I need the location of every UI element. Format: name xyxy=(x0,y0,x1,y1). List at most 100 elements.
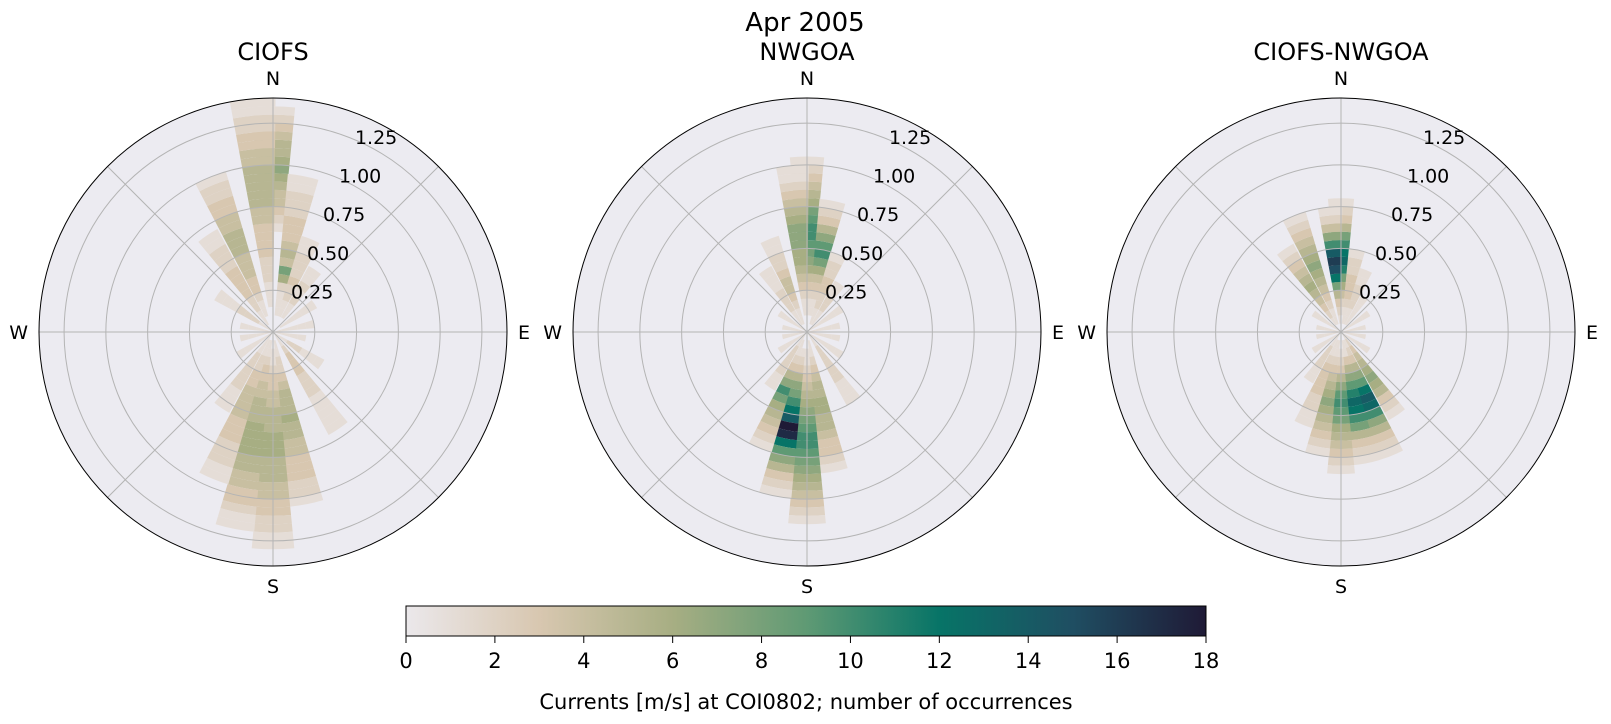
rose-bar-segment xyxy=(1317,369,1330,381)
rose-bar-segment xyxy=(1344,338,1352,347)
rose-bar-segment xyxy=(785,396,801,407)
rose-bar-segment xyxy=(1357,267,1372,281)
rose-bar-segment xyxy=(1357,333,1366,340)
rose-bar-segment xyxy=(1352,452,1380,466)
colorbar-tick-label: 6 xyxy=(666,649,679,673)
rose-bar-segment xyxy=(1309,428,1332,441)
rose-bar-segment xyxy=(814,299,823,310)
rose-bar-segment xyxy=(828,251,846,266)
rose-bar-segment xyxy=(807,332,816,335)
rose-bar-segment xyxy=(1311,310,1322,321)
rose-bar-segment xyxy=(792,321,801,329)
radial-tick-label: 0.50 xyxy=(841,243,883,265)
rose-bar-segment xyxy=(795,346,803,357)
rose-bar-segment xyxy=(752,428,777,445)
panel-title-ciofs: CIOFS xyxy=(237,38,308,66)
rose-bar-segment xyxy=(214,396,234,413)
rose-bar-segment xyxy=(1302,398,1320,413)
rose-bar-segment xyxy=(220,500,257,516)
direction-label-w: W xyxy=(9,322,28,344)
rose-bar-segment xyxy=(1334,298,1342,308)
rose-bar-segment xyxy=(1352,369,1365,381)
rose-bar-segment xyxy=(785,351,796,362)
rose-bar-segment xyxy=(1357,383,1372,397)
rose-bar-segment xyxy=(1369,420,1392,437)
rose-bar-segment xyxy=(780,189,809,201)
rose-bar-segment xyxy=(221,294,235,309)
rose-bar-segment xyxy=(1307,436,1331,449)
rose-bar-segment xyxy=(297,334,307,342)
rose-bar-segment xyxy=(1333,339,1339,349)
rose-bar-segment xyxy=(799,315,805,325)
rose-bar-segment xyxy=(1346,265,1361,276)
rose-bar-segment xyxy=(819,460,848,474)
rose-bar-segment xyxy=(1325,354,1334,365)
rose-bar-segment xyxy=(811,380,824,391)
rose-bar-segment xyxy=(787,291,798,303)
rose-bar-segment xyxy=(241,428,264,441)
angular-grid-line xyxy=(641,166,808,333)
colorbar: Currents [m/s] at COI0802; number of occ… xyxy=(399,605,1219,714)
rose-bar-segment xyxy=(1355,376,1369,389)
rose-bar-segment xyxy=(203,187,233,207)
rose-bar-segment xyxy=(251,302,262,313)
rose-bar-segment xyxy=(239,334,249,342)
rose-bar-segment xyxy=(816,223,839,236)
rose-bar-segment xyxy=(1372,383,1389,399)
rose-bar-segment xyxy=(779,181,809,193)
rose-bar-segment xyxy=(234,452,262,466)
rose-bar-segment xyxy=(230,273,246,287)
rose-bar-segment xyxy=(304,265,321,281)
rose-bar-segment xyxy=(1319,302,1330,313)
rose-bar-segment xyxy=(798,332,807,335)
rose-bar-segment xyxy=(258,321,267,329)
radial-tick-label: 1.00 xyxy=(873,166,915,188)
rose-bar-segment xyxy=(1359,391,1376,405)
rose-bar-segment xyxy=(787,361,798,373)
rose-bar-segment xyxy=(815,420,836,432)
rose-bar-segment xyxy=(792,335,801,343)
rose-bar-segment xyxy=(778,420,799,432)
radial-tick-label: 1.00 xyxy=(1407,166,1449,188)
rose-bar-segment xyxy=(1380,396,1400,413)
rose-bar-segment xyxy=(230,377,246,391)
rose-bar-segment xyxy=(779,275,793,288)
angular-grid-line xyxy=(1340,331,1507,498)
rose-bar-segment xyxy=(292,343,303,354)
rose-bar-segment xyxy=(262,317,270,326)
rose-bar-segment xyxy=(239,148,276,160)
rose-bar-segment xyxy=(282,428,305,441)
radial-tick-label: 1.00 xyxy=(339,166,381,188)
rose-bar-segment xyxy=(791,299,800,310)
rose-bar-segment xyxy=(1319,351,1330,362)
rose-bar-segment xyxy=(768,452,796,466)
rose-bar-segment xyxy=(1344,282,1356,292)
rose-bar-segment xyxy=(796,273,808,283)
rose-bar-segment xyxy=(235,370,250,384)
rose-bar-segment xyxy=(256,240,274,250)
polar-panel-ciofs: CIOFS 0.25 0.50 0.75 1.00 1.25 N E S W xyxy=(9,38,530,598)
rose-bar-segment xyxy=(1348,354,1357,365)
rose-bar-segment xyxy=(1316,324,1325,331)
rose-bar-segment xyxy=(287,476,319,491)
rose-bar-segment xyxy=(791,344,800,355)
rose-bar-segment xyxy=(243,343,254,354)
rose-bar-segment xyxy=(1343,315,1349,325)
rose-bar-segment xyxy=(1364,370,1379,384)
rose-bar-segment xyxy=(1384,402,1405,421)
rose-bar-segment xyxy=(292,310,303,321)
rose-bar-segment xyxy=(777,310,788,321)
rose-bar-segment xyxy=(1306,391,1323,405)
direction-label-n: N xyxy=(266,68,280,90)
colorbar-tick-label: 2 xyxy=(488,649,501,673)
rose-bar-segment xyxy=(289,333,298,340)
rose-bar-segment xyxy=(1343,356,1351,366)
rose-bar-segment xyxy=(776,383,791,397)
rose-bar-segment xyxy=(1326,335,1335,343)
rose-bar-segment xyxy=(796,338,804,347)
rose-bar-segment xyxy=(304,383,321,399)
rose-bar-segment xyxy=(257,309,266,320)
rose-bar-segment xyxy=(810,372,822,382)
rose-bar-segment xyxy=(772,391,789,405)
rose-bar-segment xyxy=(759,484,793,499)
